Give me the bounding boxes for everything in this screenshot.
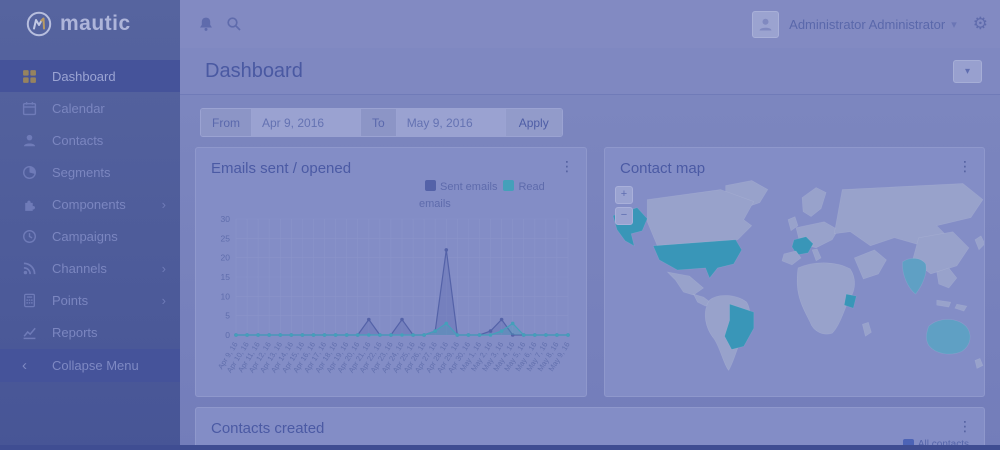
user-caret-down-icon[interactable]: ▾ [951, 18, 957, 31]
sidebar-item-label: Segments [52, 164, 111, 180]
sidebar-item-components[interactable]: Components › [0, 188, 180, 220]
to-date-input[interactable] [396, 109, 506, 136]
calculator-icon [22, 293, 37, 308]
to-label: To [361, 109, 397, 136]
sidebar-item-dashboard[interactable]: Dashboard [0, 60, 180, 92]
sidebar-item-label: Reports [52, 324, 98, 340]
chart-icon [22, 325, 37, 340]
sidebar-item-label: Campaigns [52, 228, 118, 244]
svg-text:0: 0 [225, 330, 230, 340]
date-range-filter: From To Apply [200, 108, 563, 137]
sidebar-item-label: Calendar [52, 100, 105, 116]
chevron-right-icon: › [161, 196, 166, 212]
sidebar-item-contacts[interactable]: Contacts [0, 124, 180, 156]
svg-text:25: 25 [221, 233, 231, 243]
sidebar-item-channels[interactable]: Channels › [0, 252, 180, 284]
sidebar-item-segments[interactable]: Segments [0, 156, 180, 188]
sidebar-item-label: Channels [52, 260, 107, 276]
grid-icon [22, 69, 37, 84]
dashboard-options-button[interactable]: ▾ [953, 59, 982, 83]
sidebar-nav: Dashboard Calendar Contacts Segments Compone… [0, 48, 180, 348]
user-avatar[interactable] [752, 10, 780, 38]
chevron-right-icon: › [161, 260, 166, 276]
content-area: From To Apply Emails sent / opened ⋮ Sen… [180, 95, 1000, 450]
mautic-logo-icon [26, 11, 52, 37]
collapse-menu-label: Collapse Menu [52, 358, 139, 373]
topbar: Administrator Administrator ▾ ⚙ [180, 0, 1000, 48]
map-panel-menu-kebab-icon[interactable]: ⋮ [958, 158, 972, 174]
emails-chart-legend: Sent emails Read emails [419, 179, 571, 213]
emails-panel-menu-kebab-icon[interactable]: ⋮ [560, 158, 574, 174]
map-zoom-out-button[interactable]: − [615, 207, 633, 225]
sidebar-item-label: Contacts [52, 132, 104, 148]
page-title: Dashboard [205, 59, 303, 82]
widgets-row: Emails sent / opened ⋮ Sent emails Read e… [195, 147, 985, 397]
contacts-panel-title: Contacts created [211, 420, 325, 437]
brand-name: mautic [60, 12, 131, 35]
caret-down-icon: ▾ [964, 65, 971, 77]
from-date-input[interactable] [252, 109, 361, 136]
all-contacts-swatch [902, 439, 914, 450]
world-map [612, 180, 984, 371]
pie-icon [22, 165, 37, 180]
emails-panel-title: Emails sent / opened [211, 160, 352, 177]
svg-text:15: 15 [221, 272, 231, 282]
map-panel-title: Contact map [620, 160, 706, 177]
svg-text:20: 20 [221, 253, 231, 263]
map-zoom-controls: + − [615, 186, 633, 225]
from-label: From [201, 109, 252, 136]
calendar-icon [22, 101, 37, 116]
sidebar-item-reports[interactable]: Reports [0, 316, 180, 348]
user-menu[interactable]: Administrator Administrator [789, 16, 946, 32]
notifications-bell-icon[interactable] [198, 16, 214, 32]
bottom-edge-bar [0, 445, 1000, 450]
legend-label: Read emails [419, 181, 545, 210]
map-zoom-in-button[interactable]: + [615, 186, 633, 204]
all-contacts-label: All contacts [918, 439, 969, 450]
legend-label: Sent emails [440, 181, 498, 193]
contacts-chart-legend: All contacts [902, 439, 969, 450]
svg-text:30: 30 [221, 214, 231, 224]
topbar-right: Administrator Administrator ▾ ⚙ [752, 10, 990, 38]
sidebar-item-label: Dashboard [52, 68, 116, 84]
legend-swatch [503, 180, 515, 191]
apply-button[interactable]: Apply [505, 109, 562, 136]
clock-icon [22, 229, 37, 244]
legend-item[interactable]: Sent emails [419, 180, 498, 193]
page-header: Dashboard ▾ [180, 48, 1000, 95]
chevron-left-icon: ‹ [22, 357, 27, 374]
user-icon [22, 133, 37, 148]
sidebar: mautic Dashboard Calendar Contacts Segments… [0, 0, 180, 450]
sidebar-item-label: Components [52, 196, 126, 212]
sidebar-item-campaigns[interactable]: Campaigns [0, 220, 180, 252]
contacts-created-panel: Contacts created ⋮ All contacts [195, 407, 985, 450]
contacts-panel-menu-kebab-icon[interactable]: ⋮ [958, 418, 972, 434]
svg-text:10: 10 [221, 291, 231, 301]
sidebar-item-points[interactable]: Points › [0, 284, 180, 316]
contact-map-panel: Contact map ⋮ + − [604, 147, 985, 397]
sidebar-collapse-menu[interactable]: ‹ Collapse Menu [0, 349, 180, 382]
sidebar-item-label: Points [52, 292, 89, 308]
chevron-right-icon: › [161, 292, 166, 308]
legend-item[interactable]: Read emails [419, 180, 545, 210]
mautic-logo[interactable]: mautic [0, 0, 180, 48]
sidebar-item-calendar[interactable]: Calendar [0, 92, 180, 124]
legend-swatch [425, 180, 436, 191]
svg-text:5: 5 [225, 311, 230, 321]
rss-icon [22, 261, 37, 276]
main-area: Administrator Administrator ▾ ⚙ Dashboar… [180, 0, 1000, 450]
puzzle-icon [22, 197, 37, 212]
search-icon[interactable] [226, 16, 242, 32]
emails-sent-opened-panel: Emails sent / opened ⋮ Sent emails Read e… [195, 147, 587, 397]
settings-gear-icon[interactable]: ⚙ [972, 14, 988, 33]
